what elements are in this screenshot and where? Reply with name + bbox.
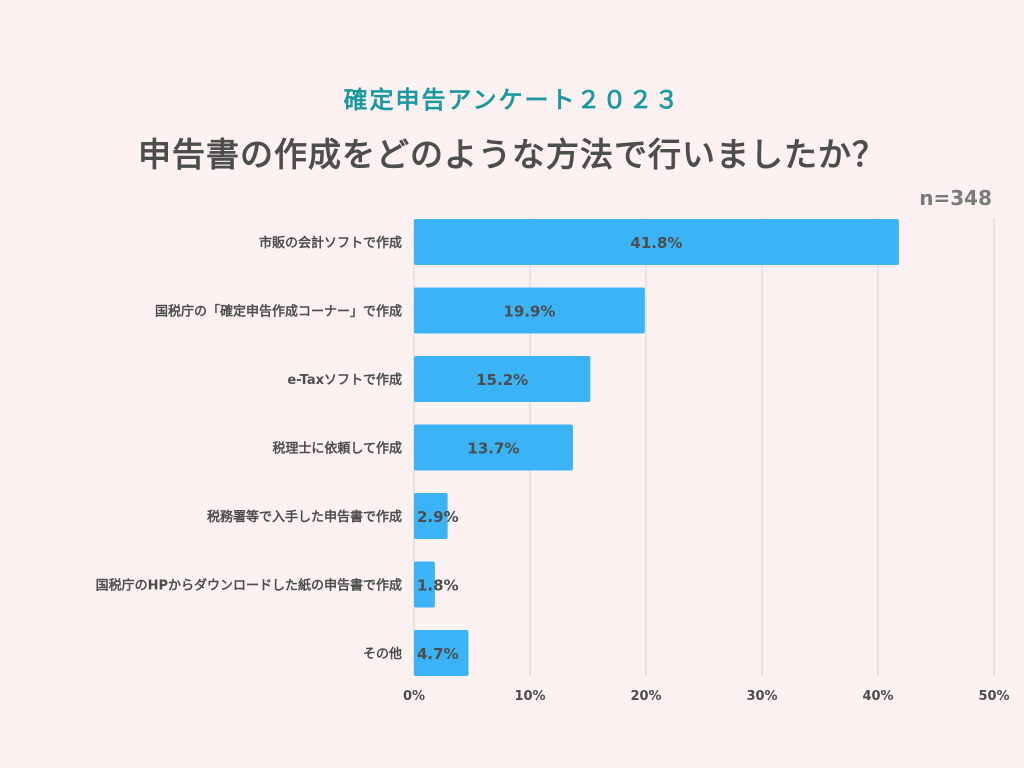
category-label: 税務署等で入手した申告書で作成 — [207, 509, 402, 525]
category-label: 市販の会計ソフトで作成 — [259, 235, 402, 251]
x-axis-ticks: 0% 10% 20% 30% 40% 50% — [403, 689, 1010, 704]
x-tick-label: 40% — [862, 689, 893, 704]
chart-title: 申告書の作成をどのような方法で行いましたか？ — [138, 135, 886, 174]
value-label: 15.2% — [476, 371, 528, 389]
x-tick-label: 50% — [978, 689, 1009, 704]
x-tick-label: 10% — [514, 689, 545, 704]
chart-subtitle: 確定申告アンケート２０２３ — [343, 86, 681, 114]
sample-size-label: n=348 — [919, 186, 992, 210]
value-label: 1.8% — [417, 577, 459, 595]
bar — [414, 219, 899, 265]
value-label: 13.7% — [467, 440, 519, 458]
bar — [414, 356, 591, 402]
value-label: 19.9% — [503, 303, 555, 321]
bar — [414, 630, 469, 676]
x-tick-label: 20% — [630, 689, 661, 704]
category-label: e-Taxソフトで作成 — [287, 372, 402, 388]
bar — [414, 493, 448, 539]
category-label: 国税庁のHPからダウンロードした紙の申告書で作成 — [96, 578, 402, 594]
category-label: 国税庁の「確定申告作成コーナー」で作成 — [155, 304, 402, 320]
category-label: その他 — [363, 646, 402, 662]
x-tick-label: 30% — [746, 689, 777, 704]
x-tick-label: 0% — [403, 689, 425, 704]
category-label: 税理士に依頼して作成 — [272, 441, 402, 457]
bar — [414, 561, 435, 608]
bar — [414, 424, 573, 471]
value-label: 4.7% — [417, 645, 459, 663]
value-labels: 41.8% 19.9% 15.2% 13.7% 2.9% 1.8% 4.7% — [417, 234, 682, 663]
bars — [414, 219, 899, 676]
value-label: 41.8% — [630, 234, 682, 252]
value-label: 2.9% — [417, 508, 459, 526]
bar — [414, 287, 645, 334]
